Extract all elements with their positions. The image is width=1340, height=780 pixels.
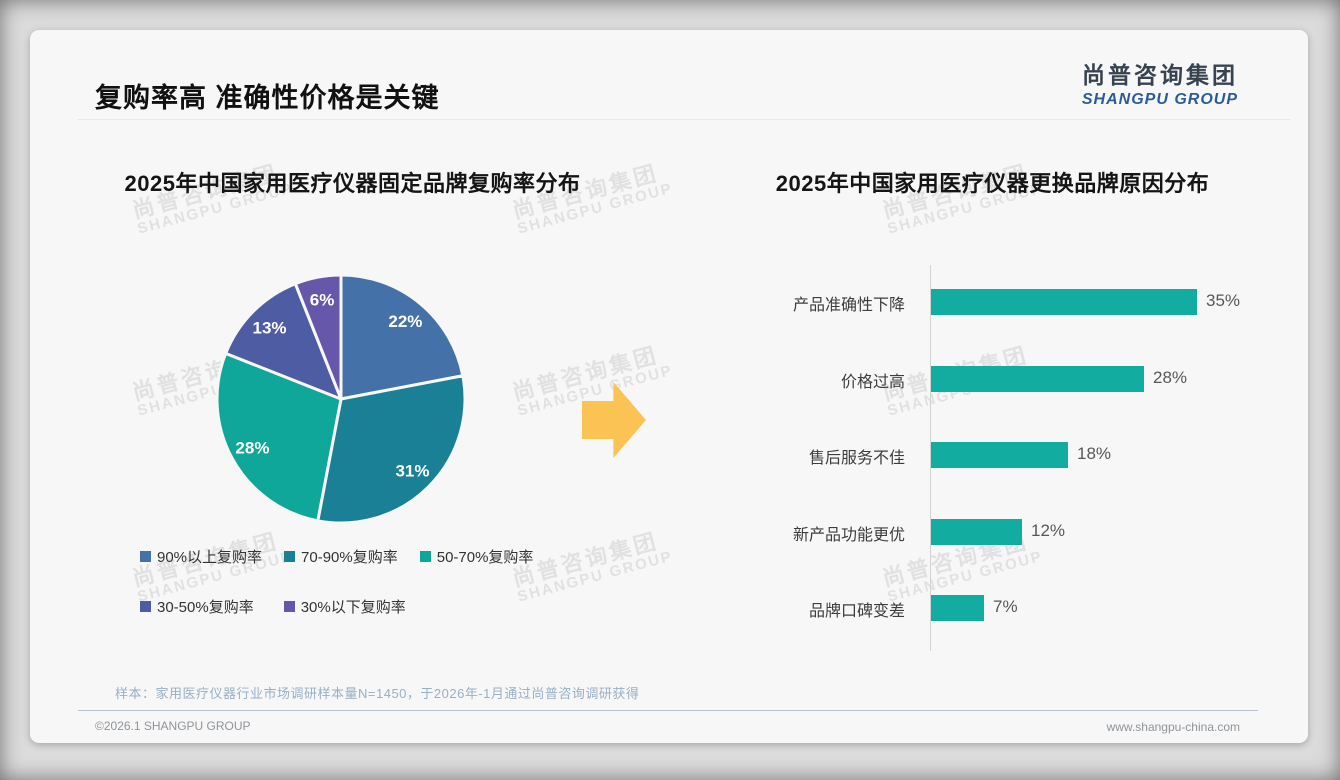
pie-legend-row-2: 30-50%复购率 30%以下复购率 [140, 596, 406, 617]
logo-english-name: SHANGPU GROUP [1081, 91, 1238, 108]
bar-category-label: 售后服务不佳 [808, 450, 905, 467]
pie-slice-13% [224, 282, 343, 401]
pie-data-label: 28% [235, 439, 269, 458]
bar-12% [931, 518, 1022, 545]
pie-data-label: 6% [310, 291, 335, 310]
footer-copyright: ©2026.1 SHANGPU GROUP [95, 719, 251, 733]
pie-slice-31% [316, 374, 467, 525]
brand-switch-bar-chart: 产品准确性下降 35% 价格过高 28% 售后服务不佳 18% 新产品功能更优 12% 品牌口碑… [30, 30, 1308, 743]
bar-category-label: 品牌口碑变差 [808, 603, 905, 620]
legend-label: 70-90%复购率 [301, 549, 398, 566]
bar-value-label: 18% [1077, 444, 1112, 463]
legend-item: 30-50%复购率 [140, 596, 254, 617]
legend-swatch-icon [140, 601, 151, 612]
pie-slice-22% [339, 273, 465, 401]
pie-chart-title: 2025年中国家用医疗仪器固定品牌复购率分布 [124, 171, 581, 196]
pie-data-label: 31% [395, 461, 429, 480]
bar-category-label: 产品准确性下降 [792, 297, 905, 314]
pie-legend-row-1: 90%以上复购率 70-90%复购率 50-70%复购率 [140, 546, 533, 567]
pie-data-label: 22% [388, 312, 422, 331]
bar-value-label: 28% [1153, 367, 1188, 387]
legend-label: 90%以上复购率 [157, 549, 263, 566]
repurchase-pie-chart: 22% 31% 28% 13% 6% [215, 273, 467, 525]
footer-website: www.shangpu-china.com [1106, 720, 1240, 734]
bar-7% [931, 595, 984, 621]
pie-slice-28% [215, 351, 343, 523]
legend-label: 50-70%复购率 [436, 549, 534, 566]
pie-slice-6% [293, 273, 343, 401]
page-title: 复购率高 准确性价格是关键 [95, 83, 440, 113]
bar-28% [931, 365, 1144, 392]
legend-swatch-icon [419, 551, 431, 562]
bar-category-label: 价格过高 [840, 373, 905, 391]
bar-value-label: 12% [1031, 520, 1066, 540]
slide-card: 尚普咨询集团 SHANGPU GROUP 尚普咨询集团 SHANGPU GROUP 尚普… [30, 30, 1308, 743]
bar-chart-axis-line [930, 265, 931, 651]
logo-chinese-name: 尚普咨询集团 [1082, 62, 1238, 88]
legend-item: 50-70%复购率 [419, 546, 534, 567]
legend-label: 30-50%复购率 [157, 599, 254, 616]
bar-35% [931, 289, 1197, 315]
footer-divider [78, 710, 1258, 711]
legend-swatch-icon [284, 551, 296, 562]
legend-item: 70-90%复购率 [284, 546, 398, 567]
legend-item: 30%以下复购率 [283, 596, 406, 617]
legend-swatch-icon [140, 551, 151, 562]
bar-value-label: 35% [1206, 291, 1241, 310]
bar-category-label: 新产品功能更优 [792, 526, 905, 544]
bar-18% [931, 442, 1068, 468]
header-divider [78, 119, 1290, 120]
company-logo: 尚普咨询集团 SHANGPU GROUP [1082, 56, 1238, 109]
legend-swatch-icon [283, 601, 295, 612]
bar-chart-title: 2025年中国家用医疗仪器更换品牌原因分布 [775, 171, 1210, 196]
pie-data-label: 13% [253, 318, 287, 337]
sample-note: 样本：家用医疗仪器行业市场调研样本量N=1450，于2026年-1月通过尚普咨询… [115, 686, 640, 701]
bar-value-label: 7% [993, 597, 1018, 616]
legend-item: 90%以上复购率 [140, 546, 262, 567]
legend-label: 30%以下复购率 [300, 599, 406, 616]
